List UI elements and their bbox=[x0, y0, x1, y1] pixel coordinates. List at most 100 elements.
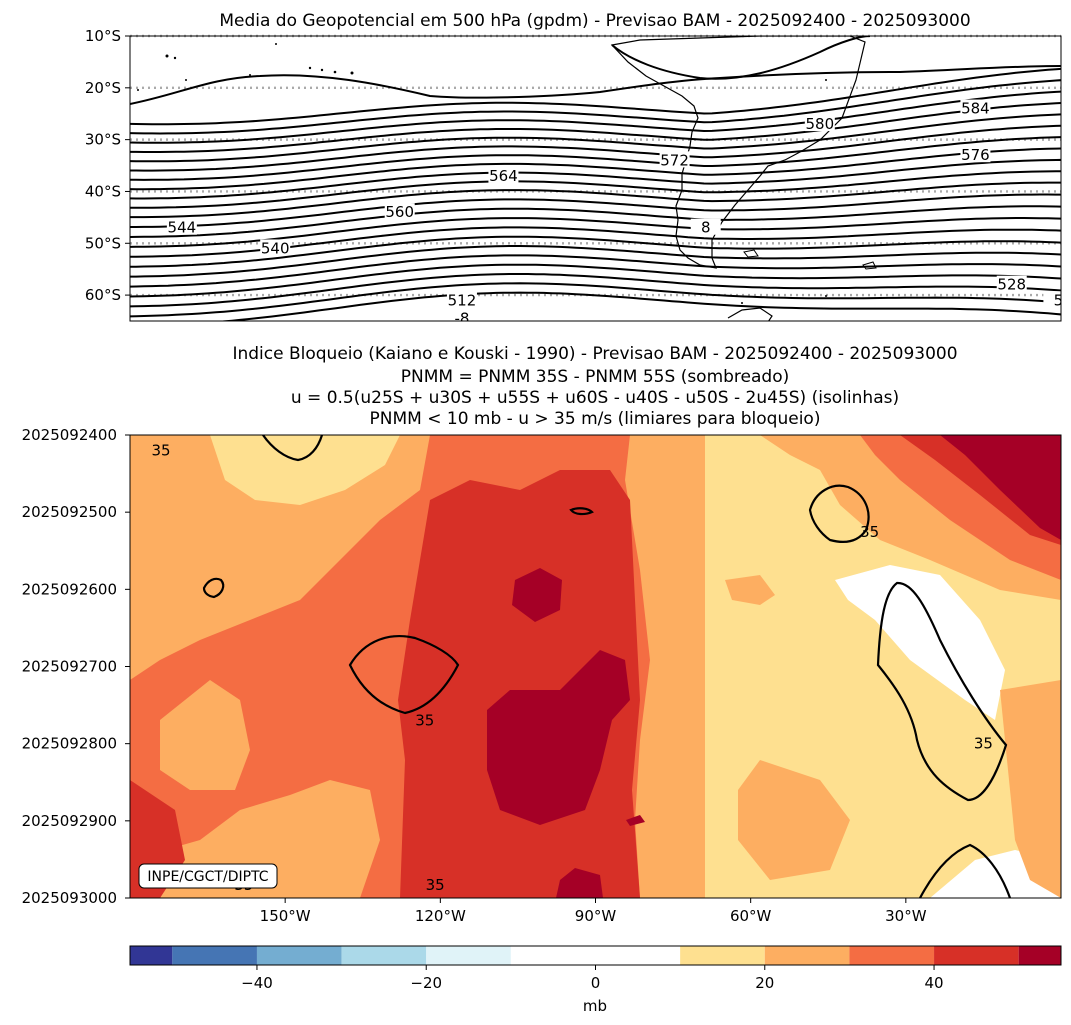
svg-text:Indice Bloqueio (Kaiano e Kous: Indice Bloqueio (Kaiano e Kouski - 1990)… bbox=[232, 344, 957, 364]
height-contour bbox=[130, 65, 1061, 105]
height-contour bbox=[130, 67, 1061, 126]
colorbar-swatch bbox=[130, 946, 173, 965]
field-central-crimson-top bbox=[512, 568, 562, 622]
contour-label: 528 bbox=[997, 276, 1026, 294]
contour-label-bg bbox=[1043, 291, 1061, 308]
u-isoline-label: 35 bbox=[860, 523, 879, 541]
watermark-text: INPE/CGCT/DIPTC bbox=[147, 869, 268, 885]
u-isoline bbox=[876, 581, 1008, 802]
bottom-y-axis: 2025092400 2025092500 2025092600 2025092700… bbox=[22, 426, 130, 907]
svg-text:PNMM < 10 mb - u > 35 m/s (lim: PNMM < 10 mb - u > 35 m/s (limiares para… bbox=[370, 409, 821, 429]
contour-label: 560 bbox=[385, 203, 414, 221]
height-contour bbox=[130, 235, 1061, 268]
field-central-crimson-dot bbox=[626, 815, 645, 826]
colorbar-swatch bbox=[1018, 946, 1061, 965]
u-isoline-label: 35 bbox=[151, 441, 170, 459]
y-tick-label: 20°S bbox=[85, 79, 121, 97]
x-tick-label: 90°W bbox=[575, 907, 617, 925]
watermark-box: INPE/CGCT/DIPTC bbox=[138, 863, 278, 889]
height-contour bbox=[130, 170, 1061, 209]
y-tick-label: 50°S bbox=[85, 234, 121, 252]
field-east-orange-right bbox=[1000, 680, 1061, 898]
colorbar-label: mb bbox=[583, 997, 607, 1015]
height-contour bbox=[217, 291, 1061, 321]
height-contour bbox=[130, 181, 1061, 219]
colorbar-swatch bbox=[510, 946, 681, 965]
y-tick-label: 2025092500 bbox=[22, 503, 117, 521]
contour-label: 5 bbox=[1054, 291, 1064, 309]
contour-label: -8 bbox=[454, 309, 469, 327]
geopotential-contours bbox=[130, 36, 1061, 321]
height-contour bbox=[130, 124, 1061, 172]
y-tick-label: 2025092700 bbox=[22, 658, 117, 676]
y-tick-label: 2025092900 bbox=[22, 812, 117, 830]
colorbar-tick-label: 20 bbox=[755, 974, 774, 992]
contour-label-bg bbox=[166, 218, 197, 235]
height-contour bbox=[130, 263, 1061, 298]
height-contour bbox=[130, 158, 1061, 200]
y-tick-label: 10°S bbox=[85, 27, 121, 45]
geopotential-contour-labels: 584 580 576 572 564 560 544 540 528 512-8 5 8 bbox=[166, 99, 1064, 327]
field-west-yellow bbox=[210, 435, 400, 505]
u-isoline bbox=[919, 843, 1012, 898]
u-wind-isolines bbox=[202, 435, 1012, 898]
contour-label-bg bbox=[659, 151, 690, 168]
field-west-orange-blob bbox=[160, 680, 250, 790]
contour-label-bg bbox=[804, 115, 835, 132]
field-central-crimson-bot bbox=[556, 868, 603, 898]
x-tick-label: 150°W bbox=[260, 907, 311, 925]
u-isoline-label: 35 bbox=[974, 735, 993, 753]
contour-label: 580 bbox=[806, 115, 835, 133]
u-isoline bbox=[808, 484, 870, 543]
height-contour bbox=[130, 273, 1061, 308]
svg-text:PNMM = PNMM 35S - PNMM 55S (so: PNMM = PNMM 35S - PNMM 55S (sombreado) bbox=[401, 367, 790, 387]
height-contour bbox=[130, 101, 1061, 153]
y-tick-label: 2025092800 bbox=[22, 735, 117, 753]
contour-label-bg bbox=[446, 309, 477, 321]
field-east-crimson bbox=[940, 435, 1061, 540]
height-contour bbox=[130, 147, 1061, 191]
height-contour bbox=[130, 136, 1061, 181]
colorbar-swatch bbox=[849, 946, 935, 965]
u-isoline bbox=[348, 635, 460, 715]
colorbar-tick-label: 40 bbox=[924, 974, 943, 992]
top-axes-frame bbox=[129, 35, 1062, 322]
contour-label: 512 bbox=[448, 291, 477, 309]
bottom-axes-frame bbox=[129, 434, 1062, 899]
pnmm-shaded-field bbox=[130, 435, 1061, 898]
u-isoline bbox=[202, 577, 225, 599]
contour-label: 544 bbox=[168, 219, 197, 237]
contour-label-bg bbox=[960, 99, 991, 116]
colorbar-swatch bbox=[172, 946, 257, 965]
contour-label: 540 bbox=[261, 239, 290, 257]
colorbar bbox=[129, 945, 1062, 966]
u-isoline-label: 35 bbox=[426, 876, 445, 894]
colorbar-swatch bbox=[764, 946, 850, 965]
south-america-coastline bbox=[137, 36, 877, 321]
x-tick-label: 60°W bbox=[730, 907, 772, 925]
u-isoline-label: 35 bbox=[415, 712, 434, 730]
contour-label-bg bbox=[996, 275, 1027, 292]
contour-label-bg bbox=[384, 203, 415, 220]
y-tick-label: 40°S bbox=[85, 182, 121, 200]
colorbar-tick-label: −40 bbox=[241, 974, 273, 992]
contour-label: 576 bbox=[961, 146, 990, 164]
field-transition bbox=[625, 435, 705, 898]
contour-label: 564 bbox=[489, 167, 518, 185]
contour-label: 584 bbox=[961, 100, 990, 118]
top-y-axis: 10°S 20°S 30°S 40°S 50°S 60°S bbox=[85, 27, 130, 304]
height-contour bbox=[130, 282, 1061, 318]
height-contour bbox=[130, 254, 1061, 288]
height-contour bbox=[130, 90, 1061, 144]
colorbar-swatch bbox=[256, 946, 342, 965]
colorbar-swatch bbox=[341, 946, 427, 965]
colorbar-ticks: −40 −20 0 20 40 bbox=[241, 965, 944, 992]
contour-label-bg bbox=[260, 239, 291, 256]
top-chart-title: Media do Geopotencial em 500 hPa (gpdm) … bbox=[219, 11, 970, 31]
height-contour bbox=[611, 36, 871, 80]
height-contour bbox=[130, 245, 1061, 278]
height-contour bbox=[130, 113, 1061, 163]
field-east-orange-b bbox=[725, 575, 775, 605]
height-contour bbox=[130, 217, 1061, 248]
y-tick-label: 2025092400 bbox=[22, 426, 117, 444]
